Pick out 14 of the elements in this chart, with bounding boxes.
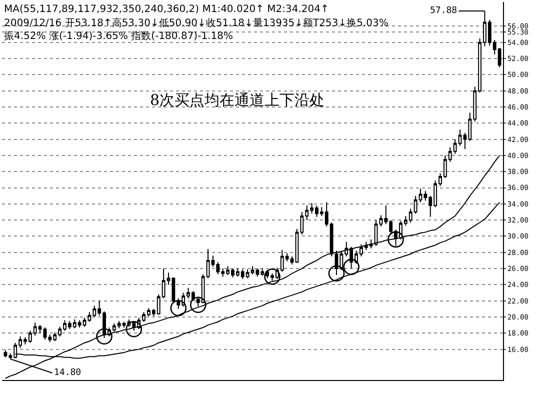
point — [126, 320, 142, 338]
point — [388, 231, 404, 248]
annotation: 2009/12/16 开53.18↑高53.30↓低50.90↓收51.18↓量13935↓额T253↓换5.03% 振4.52% 涨(-1.94)-3.65% 指数(-180.87)-1.18% — [4, 17, 388, 42]
annotation: 57.88 — [430, 6, 458, 16]
point — [190, 296, 206, 314]
point — [264, 268, 280, 285]
point — [96, 328, 112, 345]
point — [170, 300, 187, 316]
line-series — [4, 154, 500, 379]
annotation: 14.80 — [54, 368, 82, 378]
annotation: 8次买点均在通道上下沿处 — [150, 91, 325, 109]
point — [343, 258, 360, 276]
annotation: MA(55,117,89,117,932,350,240,360,2) M1:40.020↑ M2:34.204↑ — [4, 4, 329, 15]
point — [328, 265, 345, 282]
